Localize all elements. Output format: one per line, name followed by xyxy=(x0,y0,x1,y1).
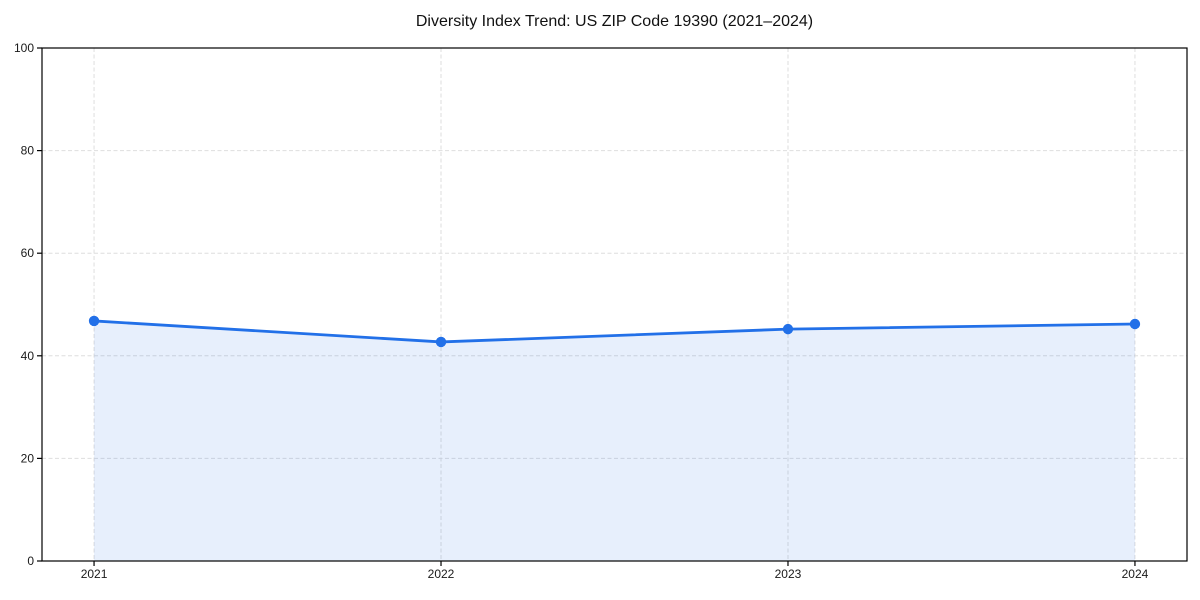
data-point-2024 xyxy=(1129,318,1141,330)
x-tick-label: 2023 xyxy=(775,567,802,581)
data-point-2022 xyxy=(435,336,447,348)
data-point-2021 xyxy=(88,315,100,327)
y-tick-label: 40 xyxy=(21,349,35,363)
x-tick-label: 2021 xyxy=(81,567,108,581)
y-tick-label: 0 xyxy=(27,554,34,568)
trend-line xyxy=(92,319,1137,344)
chart-title: Diversity Index Trend: US ZIP Code 19390… xyxy=(415,13,814,30)
y-tick-label: 20 xyxy=(21,451,35,465)
data-point-2023 xyxy=(782,323,794,335)
y-tick-label: 80 xyxy=(21,144,35,158)
axes-frame xyxy=(41,47,1188,562)
y-tick-label: 60 xyxy=(21,246,35,260)
y-tick-label: 100 xyxy=(14,41,34,55)
x-tick-label: 2022 xyxy=(428,567,455,581)
area-fill xyxy=(94,320,1135,561)
x-tick-label: 2024 xyxy=(1122,567,1149,581)
